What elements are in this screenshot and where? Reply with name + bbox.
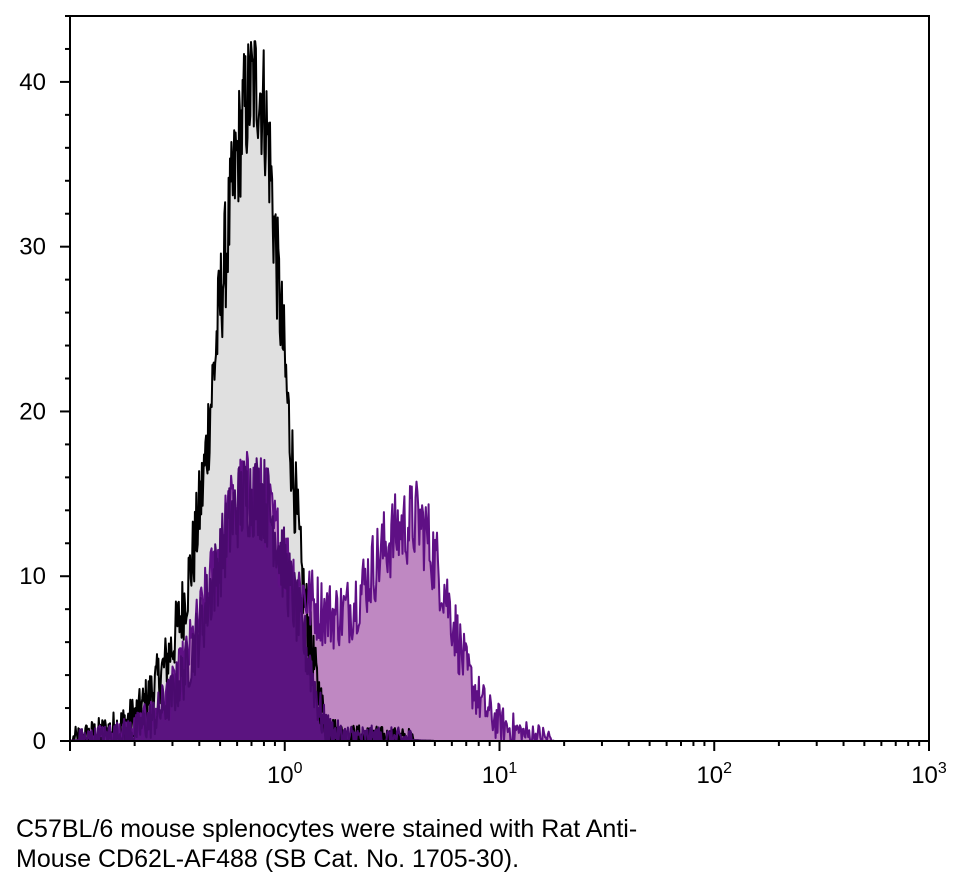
y-tick-labels: 0 10 20 30 40: [19, 69, 46, 755]
caption-line-1: C57BL/6 mouse splenocytes were stained w…: [16, 815, 638, 843]
series-3-line: [69, 457, 436, 742]
y-tick-label: 10: [19, 563, 46, 590]
series-3-area: [70, 458, 435, 741]
histogram-chart: 0 10 20 30 40 100 101 102 103: [19, 15, 947, 789]
plot-frame: [69, 15, 930, 742]
x-tick-label: 101: [482, 760, 518, 789]
series-lines: [69, 40, 555, 742]
caption-line-2: Mouse CD62L-AF488 (SB Cat. No. 1705-30).: [16, 845, 520, 873]
x-tick-label: 100: [267, 760, 303, 789]
figure-caption: C57BL/6 mouse splenocytes were stained w…: [16, 814, 946, 874]
x-tick-label: 102: [696, 760, 732, 789]
y-tick-label: 40: [19, 69, 46, 96]
series-1-area: [70, 41, 435, 741]
y-tick-label: 30: [19, 234, 46, 261]
x-tick-labels: 100 101 102 103: [267, 760, 947, 789]
series-fills: [70, 41, 555, 741]
y-tick-label: 0: [33, 728, 46, 755]
x-tick-label: 103: [911, 760, 947, 789]
y-tick-label: 20: [19, 398, 46, 425]
